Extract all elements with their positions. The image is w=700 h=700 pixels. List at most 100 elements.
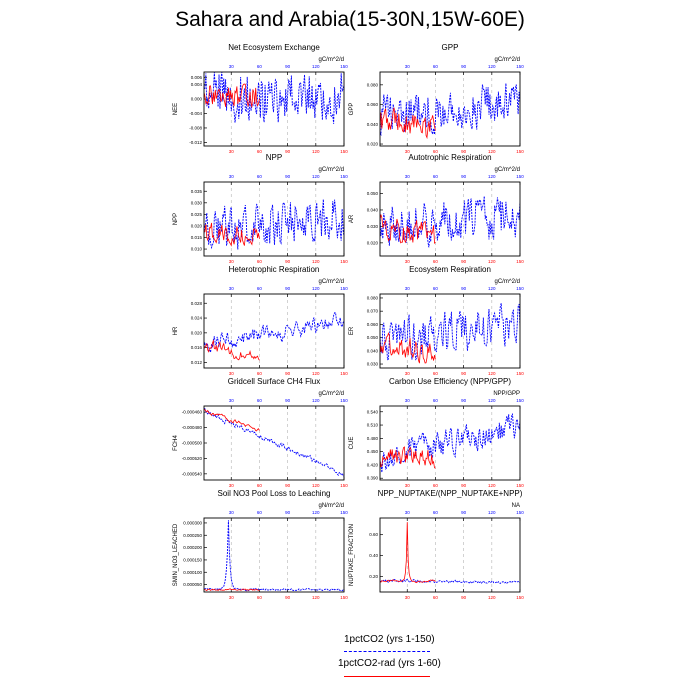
panel-3-y-tick-label-1: 0.010 (191, 247, 203, 252)
panel-4-units-label: gC/m^2/d (495, 167, 521, 173)
panel-10-top-tick-label-5: 150 (516, 510, 524, 515)
panel-2-y-tick-label-4: 0.080 (367, 82, 379, 87)
panel-5-y-tick-label-1: 0.012 (191, 360, 203, 365)
panel-7-units-label: gC/m^2/d (319, 391, 345, 397)
panel-9-x-tick-label-4: 120 (312, 595, 320, 600)
panel-2-x-tick-label-3: 90 (461, 149, 467, 154)
panel-5-top-tick-label-1: 30 (229, 286, 235, 291)
panel-1-x-tick-label-1: 30 (229, 149, 235, 154)
panel-8-series-2-line (380, 446, 436, 469)
panel-1-y-tick-label-4: 0.000 (191, 97, 203, 102)
panel-5-series-1-line (204, 312, 344, 353)
panel-1-y-tick-label-5: 0.004 (191, 82, 203, 87)
panel-8-units-label: NPP/GPP (493, 391, 520, 397)
panel-8-x-tick-label-4: 120 (488, 483, 496, 488)
panel-3-x-tick-label-2: 60 (257, 259, 263, 264)
panel-4-x-tick-label-2: 60 (433, 259, 439, 264)
panel-6-top-tick-label-3: 90 (461, 286, 467, 291)
panel-6-x-tick-label-5: 150 (516, 371, 524, 376)
panel-2-top-tick-label-5: 150 (516, 64, 524, 69)
panel-3-top-tick-label-5: 150 (340, 174, 348, 179)
panel-8-frame (379, 405, 521, 481)
panel-2-x-tick-label-5: 150 (516, 149, 524, 154)
panel-9-top-tick-label-1: 30 (229, 510, 235, 515)
panel-3-series-1-line (204, 199, 344, 250)
panel-4-x-tick-label-4: 120 (488, 259, 496, 264)
panel-3-top-tick-label-1: 30 (229, 174, 235, 179)
panel-1-x-tick-label-5: 150 (340, 149, 348, 154)
panel-8-y-tick-label-1: 0.390 (367, 476, 379, 481)
panel-8-y-tick-label-5: 0.510 (367, 423, 379, 428)
panel-10-y-tick-label-3: 0.60 (369, 532, 378, 537)
panel-8-y-tick-label-3: 0.450 (367, 449, 379, 454)
panel-1-y-tick-label-2: -0.008 (189, 125, 202, 130)
panel-3-x-tick-label-1: 30 (229, 259, 235, 264)
panel-8-top-tick-label-1: 30 (405, 398, 411, 403)
panel-6-title: Ecosystem Respiration (409, 265, 491, 274)
panel-8-series-1-line (380, 413, 520, 473)
panel-7-top-tick-label-1: 30 (229, 398, 235, 403)
panel-6-x-tick-label-2: 60 (433, 371, 439, 376)
panel-5-x-tick-label-4: 120 (312, 371, 320, 376)
panel-3-title: NPP (266, 153, 282, 162)
panel-7-top-tick-label-4: 120 (312, 398, 320, 403)
panel-7-title: Gridcell Surface CH4 Flux (228, 377, 320, 386)
panel-7-y-tick-label-3: -0.000500 (182, 441, 203, 446)
panel-9-y-axis-label: SMIN_NO3_LEACHED (173, 523, 179, 586)
panel-2-title: GPP (442, 43, 459, 52)
panel-3-y-tick-label-4: 0.025 (191, 212, 203, 217)
panel-9-top-tick-label-2: 60 (257, 510, 263, 515)
panel-1-frame (203, 71, 345, 147)
panel-3-y-tick-label-3: 0.020 (191, 223, 203, 228)
panel-6-y-axis-label: ER (349, 326, 355, 335)
panel-9-y-tick-label-2: 0.000100 (183, 570, 202, 575)
panel-3-y-tick-label-2: 0.015 (191, 235, 203, 240)
panel-1-top-tick-label-5: 150 (340, 64, 348, 69)
panel-5-frame (203, 293, 345, 369)
panel-1-series-1-line (204, 72, 344, 124)
panel-6-y-tick-label-2: 0.040 (367, 348, 379, 353)
panel-1-units-label: gC/m^2/d (319, 57, 345, 63)
panel-5-units-label: gC/m^2/d (319, 279, 345, 285)
panel-1-x-tick-label-4: 120 (312, 149, 320, 154)
panel-5-top-tick-label-5: 150 (340, 286, 348, 291)
panel-10-x-tick-label-1: 30 (405, 595, 411, 600)
panel-2-units-label: gC/m^2/d (495, 57, 521, 63)
panel-8-top-tick-label-5: 150 (516, 398, 524, 403)
panel-6-series-2-line (380, 332, 436, 364)
panel-10-title: NPP_NUPTAKE/(NPP_NUPTAKE+NPP) (378, 489, 523, 498)
panel-3-y-axis-label: NPP (173, 213, 179, 225)
panel-7-x-tick-label-4: 120 (312, 483, 320, 488)
panel-5-y-tick-label-2: 0.016 (191, 345, 203, 350)
panel-4-y-tick-label-4: 0.050 (367, 191, 379, 196)
panel-5-x-tick-label-3: 90 (285, 371, 291, 376)
panel-6-y-tick-label-1: 0.030 (367, 362, 379, 367)
panel-6-units-label: gC/m^2/d (495, 279, 521, 285)
panel-7-top-tick-label-2: 60 (257, 398, 263, 403)
panel-5-top-tick-label-2: 60 (257, 286, 263, 291)
panel-5-series-2-line (204, 339, 260, 361)
legend: 1pctCO2 (yrs 1-150) 1pctCO2-rad (yrs 1-6… (330, 634, 460, 684)
panel-3-x-tick-label-5: 150 (340, 259, 348, 264)
panel-9-top-tick-label-3: 90 (285, 510, 291, 515)
panel-10-y-axis-label: NUPTAKE_FRACTION (349, 524, 355, 586)
panel-1-series-2-line (204, 83, 260, 108)
panel-4-frame (379, 181, 521, 257)
panel-10-x-tick-label-4: 120 (488, 595, 496, 600)
legend-swatch-run-1 (344, 651, 430, 652)
panel-1-top-tick-label-4: 120 (312, 64, 320, 69)
panel-1-top-tick-label-3: 90 (285, 64, 291, 69)
panel-2-y-tick-label-3: 0.060 (367, 102, 379, 107)
panel-7-series-1-line (204, 408, 344, 478)
panel-4-x-tick-label-1: 30 (405, 259, 411, 264)
panel-7-y-tick-label-4: -0.000520 (182, 456, 203, 461)
panel-9-units-label: gN/m^2/d (319, 503, 345, 509)
panel-1-top-tick-label-1: 30 (229, 64, 235, 69)
panel-3-x-tick-label-3: 90 (285, 259, 291, 264)
panel-5-x-tick-label-5: 150 (340, 371, 348, 376)
panel-10-series-1-line (380, 578, 520, 585)
panel-7-top-tick-label-5: 150 (340, 398, 348, 403)
panel-4-top-tick-label-3: 90 (461, 174, 467, 179)
panel-9-series-1-line (204, 520, 344, 592)
